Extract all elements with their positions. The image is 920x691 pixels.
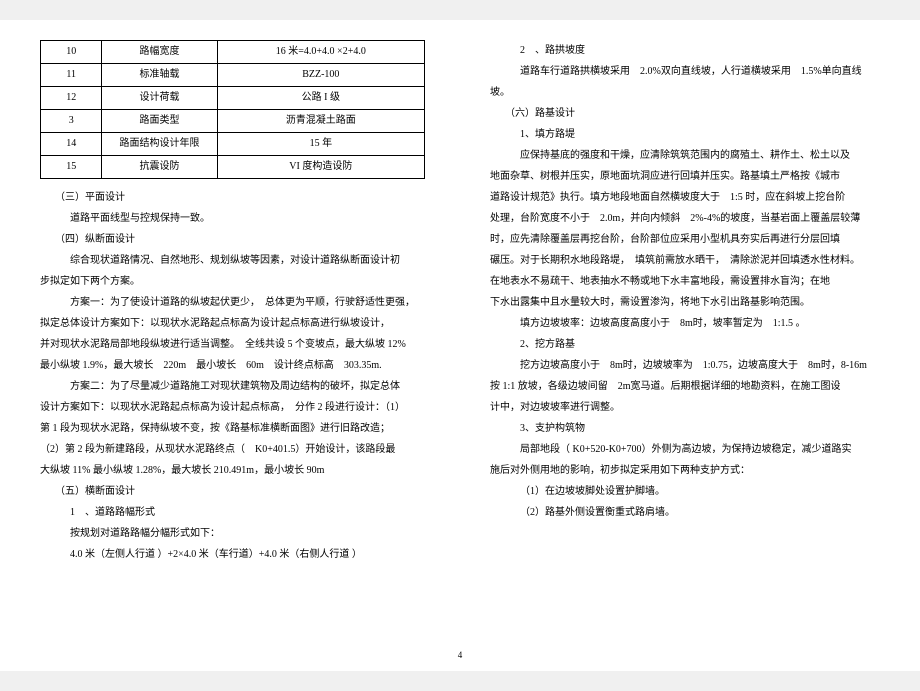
cell: 公路 I 级 — [217, 87, 424, 110]
body-text: 碾压。对于长期积水地段路堤， 填筑前需放水晒干， 清除淤泥并回填透水性材料。 — [490, 250, 880, 271]
body-text: 施后对外侧用地的影响，初步拟定采用如下两种支护方式： — [490, 460, 880, 481]
cell: 12 — [41, 87, 102, 110]
body-text: 道路平面线型与控规保持一致。 — [40, 208, 425, 229]
table-row: 15抗震设防VI 度构造设防 — [41, 156, 425, 179]
body-text: （2）第 2 段为新建路段，从现状水泥路终点（ K0+401.5）开始设计，该路… — [40, 439, 425, 460]
section-heading-3: （三）平面设计 — [40, 187, 425, 208]
subsection-5-2: 2 、路拱坡度 — [490, 40, 880, 61]
cell: 14 — [41, 133, 102, 156]
subsection-5-1: 1 、道路路幅形式 — [40, 502, 425, 523]
subsection-6-1: 1、填方路堤 — [490, 124, 880, 145]
section-heading-6: （六）路基设计 — [490, 103, 880, 124]
table-row: 11标准轴载BZZ-100 — [41, 64, 425, 87]
cell: 抗震设防 — [102, 156, 217, 179]
cell: 10 — [41, 41, 102, 64]
body-text: 道路设计规范》执行。填方地段地面自然横坡度大于 1:5 时，应在斜坡上挖台阶 — [490, 187, 880, 208]
body-text: 下水出露集中且水量较大时，需设置渗沟，将地下水引出路基影响范围。 — [490, 292, 880, 313]
body-text: 挖方边坡高度小于 8m时，边坡坡率为 1:0.75，边坡高度大于 8m时，8-1… — [490, 355, 880, 376]
cell: BZZ-100 — [217, 64, 424, 87]
right-column: 2 、路拱坡度 道路车行道路拱横坡采用 2.0%双向直线坡，人行道横坡采用 1.… — [460, 20, 920, 671]
spec-table: 10路幅宽度16 米=4.0+4.0 ×2+4.0 11标准轴载BZZ-100 … — [40, 40, 425, 179]
document-page: 10路幅宽度16 米=4.0+4.0 ×2+4.0 11标准轴载BZZ-100 … — [0, 20, 920, 671]
body-text: 时，应先清除覆盖层再挖台阶，台阶部位应采用小型机具夯实后再进行分层回填 — [490, 229, 880, 250]
body-text: 坡。 — [490, 82, 880, 103]
body-text: 设计方案如下：以现状水泥路起点标高为设计起点标高， 分作 2 段进行设计：（1） — [40, 397, 425, 418]
body-text: 4.0 米（左侧人行道 ）+2×4.0 米（车行道）+4.0 米（右侧人行道 ） — [40, 544, 425, 565]
subsection-6-2: 2、挖方路基 — [490, 334, 880, 355]
body-text: 综合现状道路情况、自然地形、规划纵坡等因素，对设计道路纵断面设计初 — [40, 250, 425, 271]
body-text: 大纵坡 11% 最小纵坡 1.28%，最大坡长 210.491m，最小坡长 90… — [40, 460, 425, 481]
cell: 标准轴载 — [102, 64, 217, 87]
body-text: 按 1:1 放坡，各级边坡间留 2m宽马道。后期根据详细的地勘资料，在施工图设 — [490, 376, 880, 397]
body-text: （2）路基外侧设置衡重式路肩墙。 — [490, 502, 880, 523]
cell: 路幅宽度 — [102, 41, 217, 64]
body-text: 填方边坡坡率：边坡高度高度小于 8m时，坡率暂定为 1:1.5 。 — [490, 313, 880, 334]
table-row: 3路面类型沥青混凝土路面 — [41, 110, 425, 133]
page-number: 4 — [458, 646, 463, 665]
body-text: 按规划对道路路幅分幅形式如下： — [40, 523, 425, 544]
body-text: 在地表水不易疏干、地表抽水不畅或地下水丰富地段，需设置排水盲沟；在地 — [490, 271, 880, 292]
body-text: 应保持基底的强度和干燥，应清除筑筑范围内的腐殖土、耕作土、松土以及 — [490, 145, 880, 166]
table-row: 12设计荷载公路 I 级 — [41, 87, 425, 110]
section-heading-5: （五）横断面设计 — [40, 481, 425, 502]
cell: 路面结构设计年限 — [102, 133, 217, 156]
table-row: 10路幅宽度16 米=4.0+4.0 ×2+4.0 — [41, 41, 425, 64]
body-text: （1）在边坡坡脚处设置护脚墙。 — [490, 481, 880, 502]
left-column: 10路幅宽度16 米=4.0+4.0 ×2+4.0 11标准轴载BZZ-100 … — [0, 20, 460, 671]
section-heading-4: （四）纵断面设计 — [40, 229, 425, 250]
cell: 设计荷载 — [102, 87, 217, 110]
table-row: 14路面结构设计年限15 年 — [41, 133, 425, 156]
body-text: 计中，对边坡坡率进行调整。 — [490, 397, 880, 418]
body-text: 道路车行道路拱横坡采用 2.0%双向直线坡，人行道横坡采用 1.5%单向直线 — [490, 61, 880, 82]
body-text: 步拟定如下两个方案。 — [40, 271, 425, 292]
cell: 15 年 — [217, 133, 424, 156]
cell: VI 度构造设防 — [217, 156, 424, 179]
body-text: 处理，台阶宽度不小于 2.0m，并向内倾斜 2%-4%的坡度，当基岩面上覆盖层较… — [490, 208, 880, 229]
body-text: 方案一：为了使设计道路的纵坡起伏更少， 总体更为平顺，行驶舒适性更强， — [40, 292, 425, 313]
cell: 路面类型 — [102, 110, 217, 133]
body-text: 拟定总体设计方案如下：以现状水泥路起点标高为设计起点标高进行纵坡设计， — [40, 313, 425, 334]
cell: 15 — [41, 156, 102, 179]
body-text: 最小纵坡 1.9%，最大坡长 220m 最小坡长 60m 设计终点标高 303.… — [40, 355, 425, 376]
cell: 16 米=4.0+4.0 ×2+4.0 — [217, 41, 424, 64]
body-text: 方案二：为了尽量减少道路施工对现状建筑物及周边结构的破坏，拟定总体 — [40, 376, 425, 397]
body-text: 第 1 段为现状水泥路，保持纵坡不变，按《路基标准横断面图》进行旧路改造； — [40, 418, 425, 439]
cell: 3 — [41, 110, 102, 133]
cell: 11 — [41, 64, 102, 87]
body-text: 局部地段（ K0+520-K0+700）外侧为高边坡，为保持边坡稳定，减少道路实 — [490, 439, 880, 460]
cell: 沥青混凝土路面 — [217, 110, 424, 133]
body-text: 并对现状水泥路局部地段纵坡进行适当调整。 全线共设 5 个变坡点，最大纵坡 12… — [40, 334, 425, 355]
body-text: 地面杂草、树根并压实，原地面坑洞应进行回填并压实。路基填土严格按《城市 — [490, 166, 880, 187]
subsection-6-3: 3、支护构筑物 — [490, 418, 880, 439]
